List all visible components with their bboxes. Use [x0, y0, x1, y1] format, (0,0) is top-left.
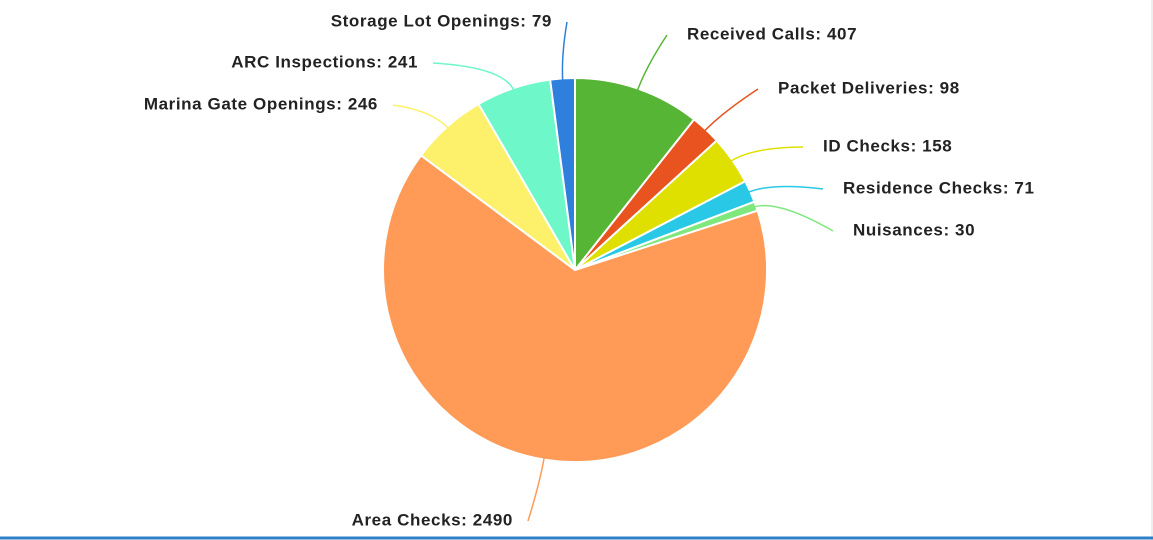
leader-line	[392, 104, 451, 131]
leader-line	[432, 62, 516, 93]
data-label: Marina Gate Openings: 246	[144, 94, 378, 113]
leader-line	[746, 185, 824, 194]
leader-line	[702, 88, 759, 133]
data-label: Storage Lot Openings: 79	[331, 11, 552, 30]
leader-line	[561, 21, 568, 83]
leader-line	[728, 146, 804, 163]
leader-line	[636, 34, 668, 93]
data-label: Packet Deliveries: 98	[778, 78, 960, 97]
data-label: Residence Checks: 71	[843, 178, 1035, 197]
data-label: Area Checks: 2490	[352, 510, 513, 529]
data-label: ARC Inspections: 241	[231, 52, 418, 71]
leader-line	[527, 455, 546, 522]
data-label: ID Checks: 158	[823, 136, 952, 155]
leader-line	[752, 204, 834, 232]
data-label: Received Calls: 407	[687, 24, 857, 43]
data-label: Nuisances: 30	[853, 220, 975, 239]
